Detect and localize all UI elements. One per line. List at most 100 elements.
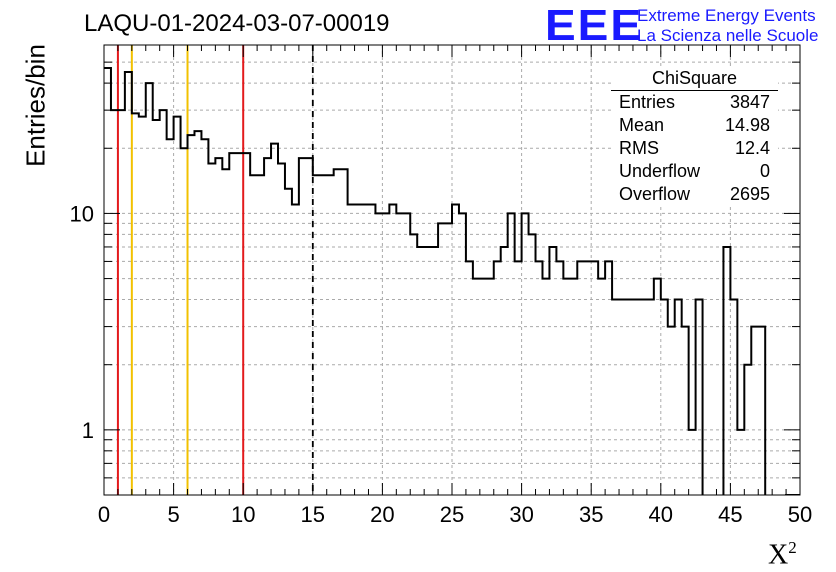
histogram-bin	[452, 204, 459, 495]
x-tick-label: 25	[440, 502, 464, 527]
vertical-marker-lines	[116, 45, 314, 495]
histogram-bin	[591, 261, 598, 495]
histogram-bin	[104, 68, 111, 495]
histogram-bin	[758, 327, 765, 495]
histogram-bin	[278, 164, 285, 495]
y-tick-label: 1	[82, 418, 94, 443]
histogram-bin	[737, 430, 744, 495]
histogram-bin	[375, 213, 382, 495]
histogram-bin	[640, 300, 647, 495]
histogram-bin	[542, 279, 549, 495]
histogram-bin	[320, 175, 327, 495]
histogram-bin	[368, 204, 375, 495]
stats-value: 12.4	[734, 138, 770, 158]
histogram-bin	[744, 365, 751, 495]
histogram-bin	[459, 213, 466, 495]
histogram-bin	[250, 175, 257, 495]
histogram-bin	[480, 279, 487, 495]
x-axis-label: X2	[768, 538, 797, 571]
histogram-bin	[584, 261, 591, 495]
histogram-bin	[341, 169, 348, 495]
stats-value: 3847	[729, 92, 770, 112]
histogram-bin	[334, 169, 341, 495]
histogram-bin	[389, 204, 396, 495]
histogram-bin	[236, 153, 243, 495]
histogram-bin	[222, 169, 229, 495]
x-tick-label: 40	[649, 502, 673, 527]
histogram-bin	[111, 110, 118, 495]
histogram-bin	[563, 279, 570, 495]
x-tick-label: 45	[718, 502, 742, 527]
x-axis-label-superscript: 2	[788, 538, 797, 557]
histogram-bin	[215, 158, 222, 495]
histogram-bin	[661, 300, 668, 495]
y-axis-label: Entries/bin	[20, 44, 51, 167]
histogram-bin	[431, 247, 438, 495]
histogram-bin	[570, 279, 577, 495]
histogram-bin	[285, 189, 292, 495]
stats-label: Entries	[619, 92, 676, 112]
histogram-bin	[118, 110, 125, 495]
histogram-bin	[598, 279, 605, 495]
histogram-bin	[382, 213, 389, 495]
logo-line-2: La Scienza nelle Scuole	[637, 26, 819, 45]
histogram-bin	[668, 327, 675, 495]
histogram-bin	[264, 158, 271, 495]
run-title: LAQU-01-2024-03-07-00019	[84, 10, 390, 37]
histogram-bin	[696, 300, 703, 495]
histogram-bin	[549, 247, 556, 495]
histogram-bin	[689, 430, 696, 495]
histogram-bin	[153, 120, 160, 495]
histogram-bin	[619, 300, 626, 495]
histogram-bin	[257, 175, 264, 495]
histogram-bins	[104, 66, 800, 495]
histogram-bin	[327, 175, 334, 495]
stats-title: ChiSquare	[611, 66, 778, 91]
x-tick-label: 0	[98, 502, 110, 527]
stats-row: Underflow 0	[611, 160, 778, 183]
histogram-bin	[188, 135, 195, 495]
histogram-bin	[654, 279, 661, 495]
x-tick-label: 20	[370, 502, 394, 527]
histogram-bin	[208, 164, 215, 495]
histogram-bin	[424, 247, 431, 495]
histogram-bin	[473, 279, 480, 495]
histogram-bin	[647, 300, 654, 495]
histogram-bin	[494, 261, 501, 495]
histogram-bin	[403, 213, 410, 495]
histogram-bin	[160, 110, 167, 495]
histogram-bin	[577, 261, 584, 495]
x-tick-label: 15	[301, 502, 325, 527]
histogram-bin	[501, 247, 508, 495]
x-axis-label-base: X	[768, 539, 789, 571]
histogram-bin	[723, 247, 730, 495]
histogram-bin	[313, 175, 320, 495]
histogram-bin	[362, 204, 369, 495]
histogram-bin	[306, 158, 313, 495]
histogram-bin	[612, 300, 619, 495]
stats-row: Entries 3847	[611, 91, 778, 114]
tick-labels: 0 5 10 15 20 25 30 35 40 45 50 1 10	[70, 201, 813, 527]
histogram-bin	[487, 279, 494, 495]
histogram-bin	[201, 139, 208, 495]
histogram-bin	[348, 204, 355, 495]
x-tick-label: 50	[788, 502, 812, 527]
histogram-bin	[515, 261, 522, 495]
histogram-bin	[174, 117, 181, 495]
histogram-bin	[438, 223, 445, 495]
histogram-bin	[125, 72, 132, 495]
histogram-bin	[194, 131, 201, 495]
stats-value: 2695	[729, 184, 770, 204]
histogram-bin	[146, 83, 153, 495]
stats-row: RMS 12.4	[611, 137, 778, 160]
x-tick-label: 35	[579, 502, 603, 527]
x-tick-label: 5	[167, 502, 179, 527]
histogram-bin	[536, 261, 543, 495]
stats-row: Mean 14.98	[611, 114, 778, 137]
histogram-bin	[466, 261, 473, 495]
histogram-bin	[522, 213, 529, 495]
x-tick-label: 30	[509, 502, 533, 527]
histogram-bin	[355, 204, 362, 495]
histogram-outline	[104, 66, 800, 495]
